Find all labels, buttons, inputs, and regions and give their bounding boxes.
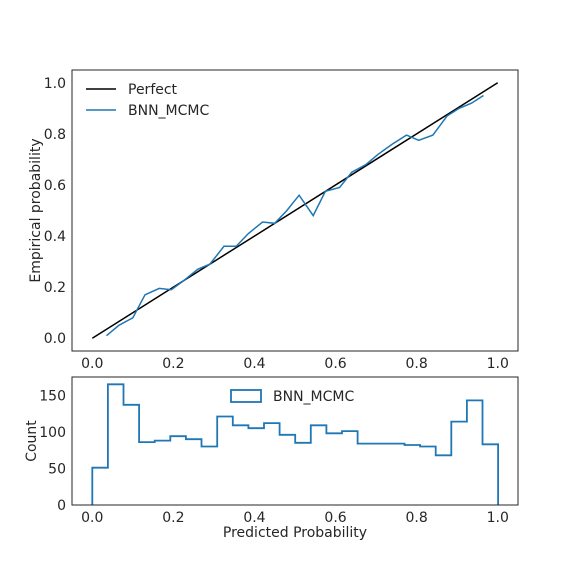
y-tick-label: 50: [48, 461, 66, 477]
histogram-ticks: 0.0 0.2 0.4 0.6 0.8 1.0 0 50 100 150: [39, 388, 509, 526]
histogram-legend: BNN_MCMC: [230, 389, 354, 405]
histogram-bin: [342, 431, 358, 505]
x-tick-label: 0.8: [406, 510, 428, 526]
histogram-bin: [420, 446, 436, 505]
histogram-bin: [217, 416, 233, 505]
histogram-bin: [483, 444, 499, 505]
y-tick-label: 0.4: [44, 229, 66, 245]
histogram-step-outline: [91, 383, 499, 505]
histogram-bin: [233, 425, 249, 505]
x-tick-label: 0.6: [324, 356, 346, 372]
histogram-bin: [326, 433, 342, 505]
y-tick-label: 100: [39, 425, 66, 441]
legend-label: Perfect: [128, 82, 178, 98]
histogram-bin: [280, 435, 296, 505]
histogram-bin: [108, 384, 124, 505]
histogram-plot-frame: [71, 376, 519, 506]
histogram-bin: [404, 445, 420, 505]
calibration-y-axis-label: Empirical probability: [28, 138, 44, 282]
histogram-bin: [295, 443, 311, 505]
histogram-bin: [248, 428, 264, 505]
histogram-bin: [389, 444, 405, 505]
x-tick-label: 1.0: [487, 356, 509, 372]
calibration-plot-frame: [71, 69, 519, 352]
histogram-bin: [451, 422, 467, 505]
histogram-marks: [91, 383, 499, 505]
series-line-perfect: [91, 82, 499, 339]
histogram-y-axis-label: Count: [24, 420, 40, 462]
series-line-bnn-mcmc: [106, 94, 484, 337]
calibration-plot: 0.0 0.2 0.4 0.6 0.8 1.0 0.0 0.2 0.4 0.6 0.8 1.0 Emp…: [28, 69, 519, 372]
x-tick-label: 0.4: [243, 510, 265, 526]
histogram-bin: [436, 455, 452, 505]
x-tick-label: 0.0: [81, 510, 103, 526]
x-tick-label: 0.4: [243, 356, 265, 372]
x-tick-label: 0.2: [162, 510, 184, 526]
y-tick-label: 0.6: [44, 178, 66, 194]
histogram-bin: [139, 442, 155, 505]
y-tick-label: 0: [57, 498, 66, 514]
legend-swatch: [230, 389, 262, 403]
histogram-bin: [311, 425, 327, 505]
y-tick-label: 1.0: [44, 76, 66, 92]
x-tick-label: 0.6: [324, 510, 346, 526]
x-tick-label: 0.8: [406, 356, 428, 372]
histogram-bin: [202, 446, 218, 505]
y-tick-label: 0.0: [44, 331, 66, 347]
histogram-bin: [264, 423, 280, 505]
calibration-marks: [91, 82, 499, 339]
histogram-bin: [358, 444, 374, 505]
calibration-legend: Perfect BNN_MCMC: [86, 82, 209, 119]
legend-label: BNN_MCMC: [128, 103, 209, 119]
histogram-bin: [373, 444, 389, 505]
calibration-ticks: 0.0 0.2 0.4 0.6 0.8 1.0 0.0 0.2 0.4 0.6 0.8 1.0: [44, 76, 509, 372]
histogram-plot: 0.0 0.2 0.4 0.6 0.8 1.0 0 50 100 150 Count Predic…: [24, 376, 519, 541]
y-tick-label: 0.8: [44, 127, 66, 143]
x-tick-label: 1.0: [487, 510, 509, 526]
histogram-bin: [467, 400, 483, 505]
x-tick-label: 0.0: [81, 356, 103, 372]
histogram-bin: [155, 441, 171, 505]
histogram-bin: [92, 468, 108, 505]
legend-label: BNN_MCMC: [273, 389, 354, 405]
x-tick-label: 0.2: [162, 356, 184, 372]
y-tick-label: 150: [39, 388, 66, 404]
histogram-x-axis-label: Predicted Probability: [223, 525, 367, 541]
histogram-bin: [186, 439, 202, 505]
histogram-bin: [170, 436, 186, 505]
y-tick-label: 0.2: [44, 280, 66, 296]
histogram-bin: [123, 405, 139, 505]
